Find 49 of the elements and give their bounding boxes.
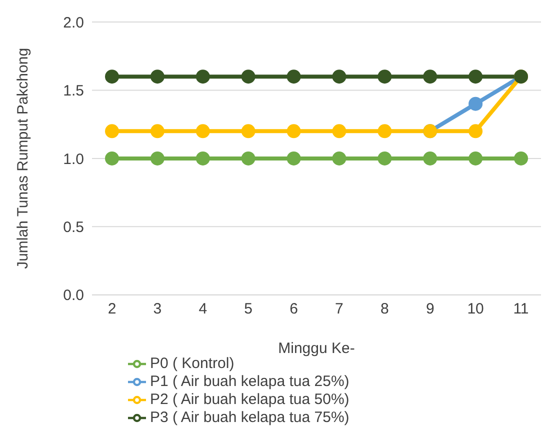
point bbox=[514, 151, 528, 166]
y-axis-title: Jumlah Tunas Rumput Pakchong bbox=[14, 48, 32, 269]
point bbox=[378, 124, 392, 138]
point bbox=[150, 151, 164, 166]
x-tick-label: 3 bbox=[153, 300, 162, 318]
point bbox=[150, 124, 164, 138]
legend-label: P2 ( Air buah kelapa tua 50%) bbox=[150, 390, 350, 408]
point bbox=[196, 151, 210, 166]
point bbox=[105, 151, 119, 166]
x-tick-label: 4 bbox=[198, 300, 208, 318]
point bbox=[105, 70, 119, 84]
point bbox=[332, 70, 346, 84]
point bbox=[241, 151, 256, 166]
y-tick-label: 2.0 bbox=[63, 14, 84, 32]
point bbox=[286, 151, 301, 166]
point bbox=[241, 124, 256, 138]
point bbox=[332, 151, 346, 166]
x-tick-label: 6 bbox=[290, 300, 298, 318]
x-tick-label: 7 bbox=[335, 300, 344, 318]
x-tick-label: 10 bbox=[467, 300, 484, 318]
y-tick-label: 0.5 bbox=[63, 218, 84, 236]
x-tick-label: 2 bbox=[108, 300, 116, 318]
x-axis-title: Minggu Ke- bbox=[278, 340, 355, 357]
point bbox=[423, 151, 438, 166]
x-tick-label: 11 bbox=[513, 300, 529, 318]
point bbox=[332, 124, 346, 138]
point bbox=[196, 124, 210, 138]
point bbox=[468, 151, 483, 166]
point bbox=[468, 124, 483, 138]
y-tick-label: 1.0 bbox=[63, 150, 84, 168]
x-tick-label: 8 bbox=[380, 300, 389, 318]
y-tick-label: 1.5 bbox=[63, 82, 84, 100]
point bbox=[468, 70, 483, 84]
x-tick-label: 5 bbox=[244, 300, 253, 318]
legend-label: P0 ( Kontrol) bbox=[150, 354, 234, 372]
point bbox=[423, 70, 438, 84]
point bbox=[241, 70, 256, 84]
x-tick-label: 9 bbox=[426, 300, 434, 318]
point bbox=[196, 70, 210, 84]
legend-label: P3 ( Air buah kelapa tua 75%) bbox=[150, 408, 350, 426]
legend-label: P1 ( Air buah kelapa tua 25%) bbox=[150, 372, 350, 390]
point bbox=[286, 124, 301, 138]
point bbox=[150, 70, 164, 84]
point bbox=[286, 70, 301, 84]
point bbox=[105, 124, 119, 138]
y-tick-label: 0.0 bbox=[63, 287, 84, 304]
point bbox=[378, 151, 392, 166]
point bbox=[378, 70, 392, 84]
point bbox=[468, 96, 483, 111]
